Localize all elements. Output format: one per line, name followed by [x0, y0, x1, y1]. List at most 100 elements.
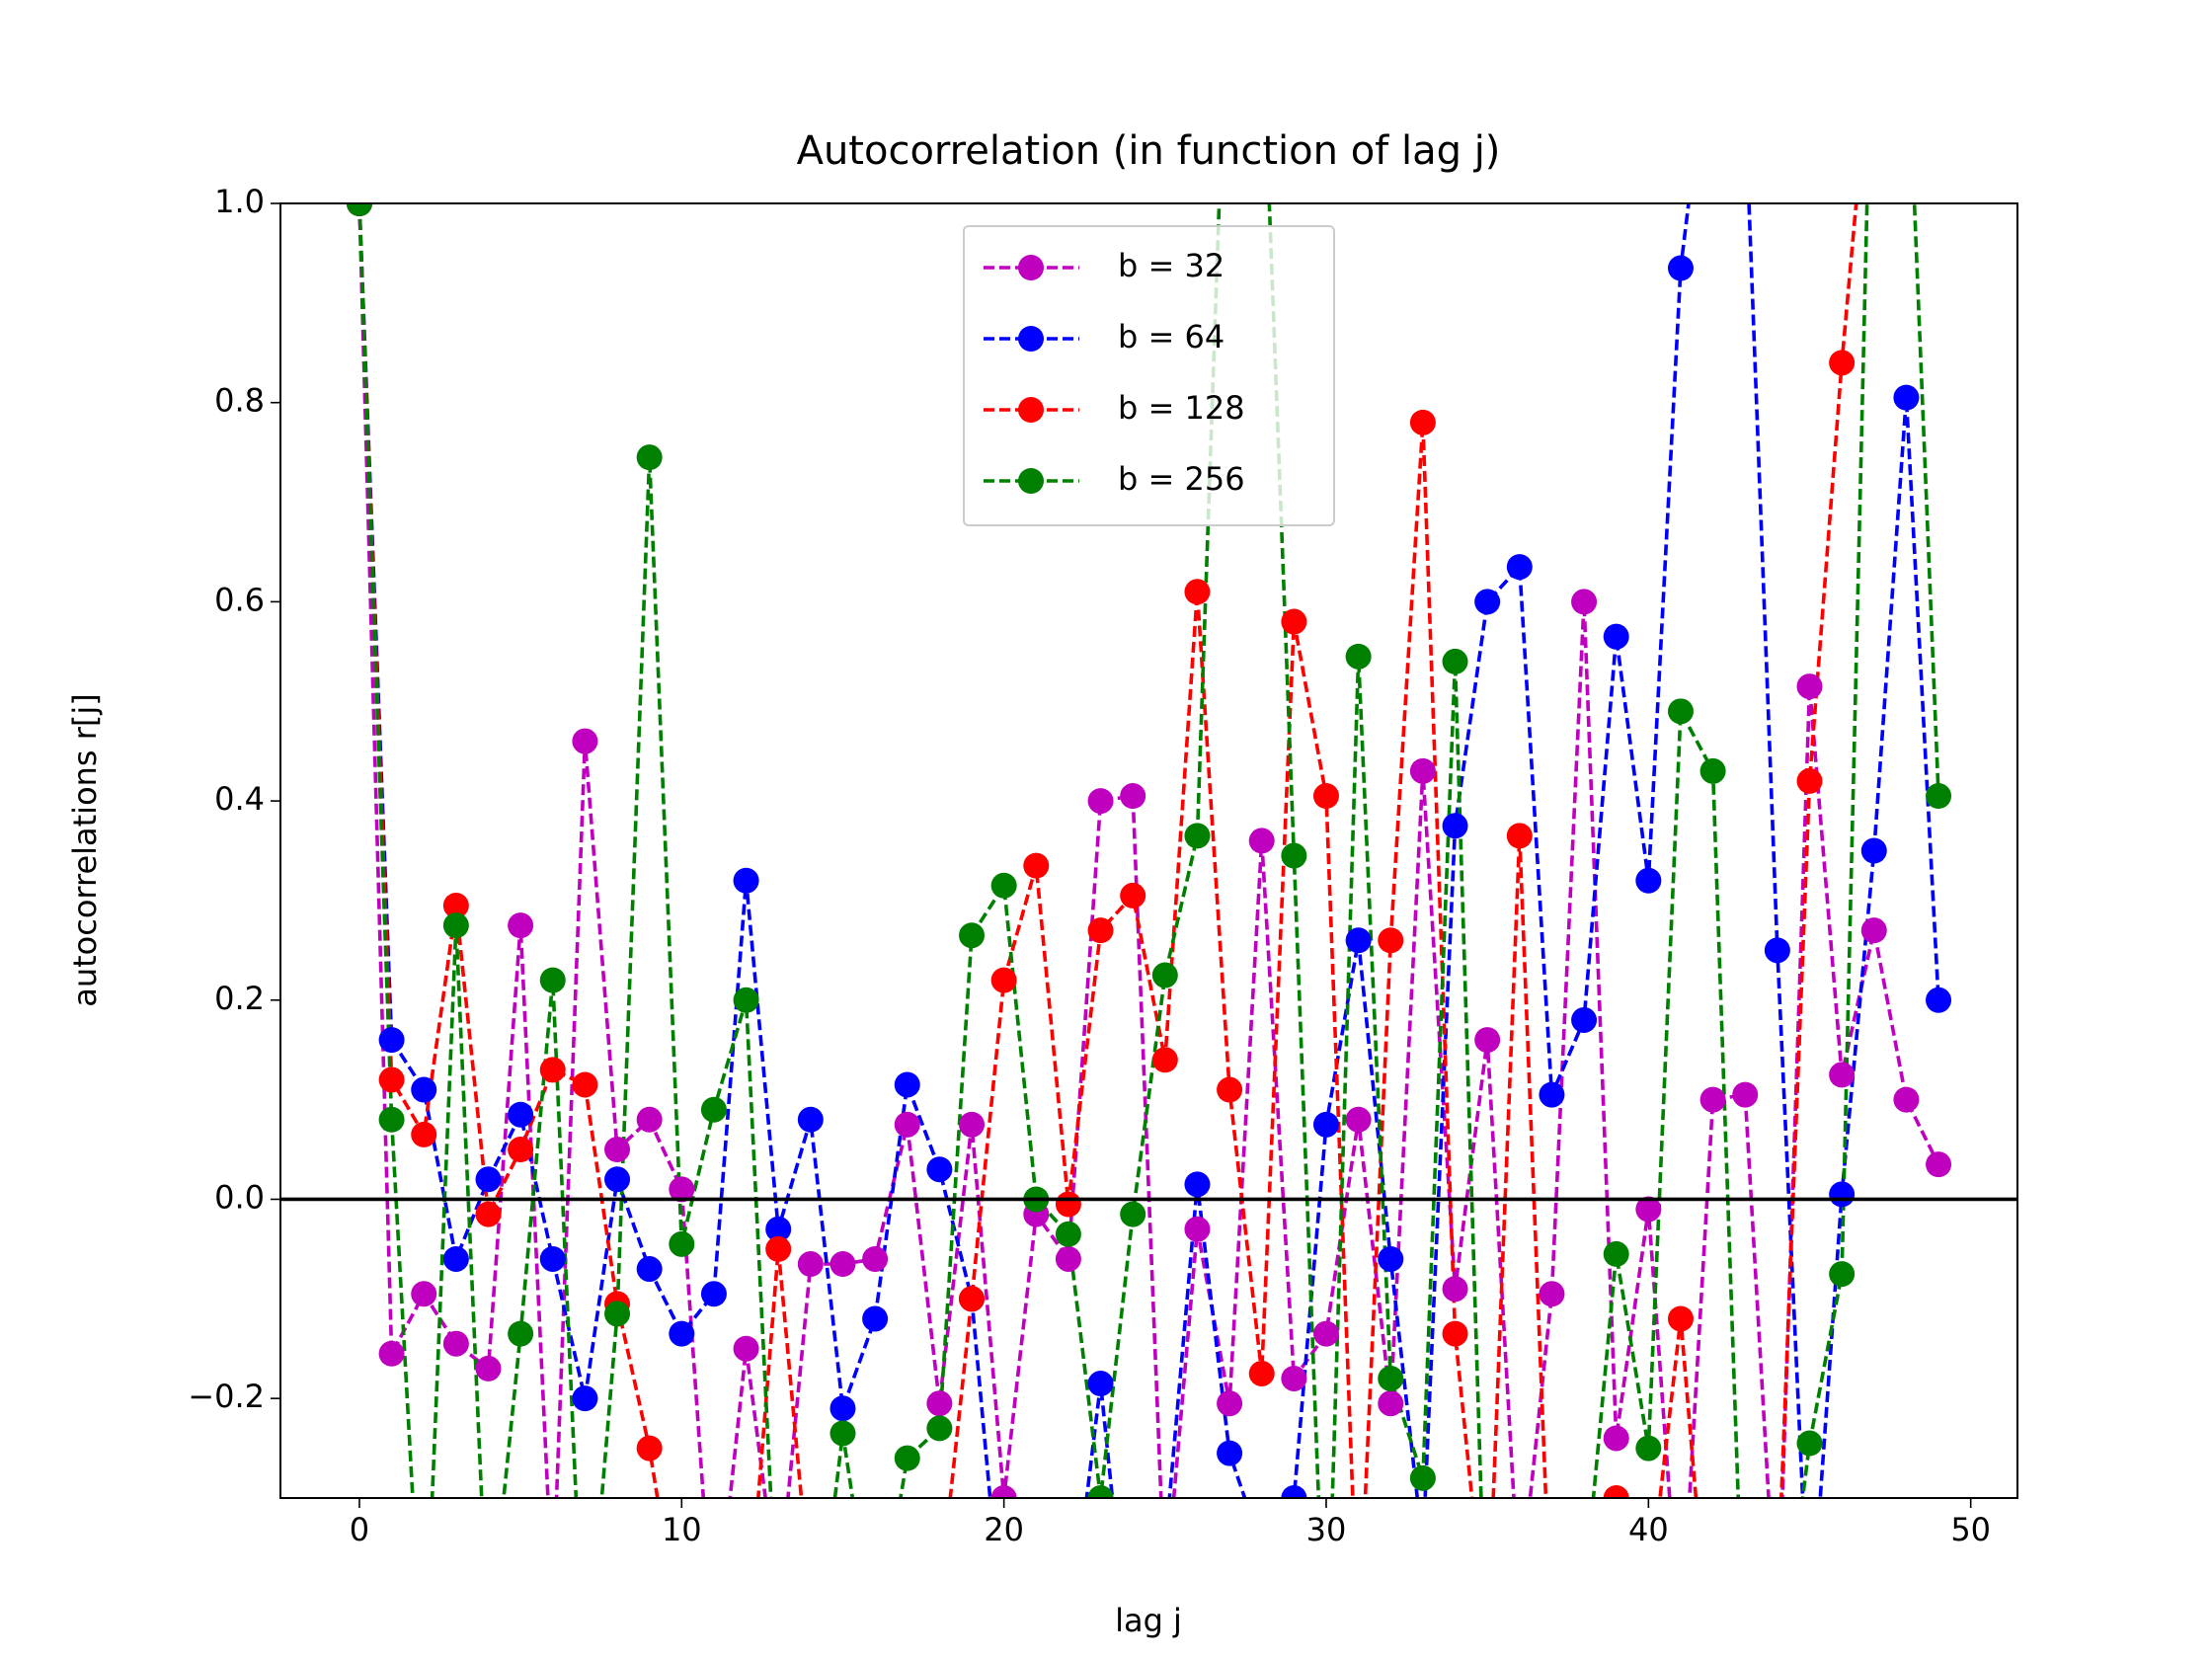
- y-tick-label: 1.0: [214, 183, 265, 220]
- legend-box: [963, 225, 1335, 526]
- data-point: [1217, 1076, 1243, 1103]
- legend-marker: [1018, 255, 1044, 280]
- data-point: [1248, 828, 1275, 854]
- data-point: [1087, 1485, 1114, 1498]
- legend-label: b = 64: [1118, 318, 1224, 356]
- data-point: [1378, 1245, 1404, 1272]
- data-point: [1055, 1221, 1081, 1247]
- data-point: [1699, 1086, 1726, 1113]
- legend: b = 32 b = 64 b = 128 b = 256: [963, 225, 1335, 526]
- data-point: [1860, 917, 1887, 944]
- data-point: [669, 1230, 695, 1257]
- data-point: [1312, 1111, 1339, 1138]
- data-point: [1087, 917, 1114, 944]
- data-point: [1699, 757, 1726, 784]
- data-point: [830, 1395, 856, 1422]
- data-point: [1926, 1151, 1952, 1178]
- data-point: [733, 867, 759, 894]
- data-point: [1281, 1485, 1307, 1498]
- plot-frame: [279, 202, 2018, 1499]
- data-point: [1796, 767, 1823, 794]
- data-point: [1217, 1440, 1243, 1466]
- data-point: [636, 1106, 663, 1133]
- data-point: [1281, 608, 1307, 635]
- data-point: [508, 1101, 534, 1128]
- data-point: [411, 1076, 437, 1103]
- data-point: [733, 987, 759, 1013]
- data-point: [1055, 1191, 1081, 1218]
- data-point: [926, 1390, 953, 1417]
- data-point: [862, 1245, 889, 1272]
- data-point: [539, 1245, 566, 1272]
- data-point: [1345, 1106, 1372, 1133]
- data-point: [1345, 927, 1372, 954]
- data-point: [1603, 623, 1629, 650]
- data-point: [1474, 589, 1501, 615]
- data-point: [1893, 384, 1920, 411]
- y-tick-label: 0.2: [214, 980, 265, 1017]
- data-point: [411, 1281, 437, 1307]
- data-point: [959, 1111, 986, 1138]
- x-tick-label: 30: [1306, 1511, 1347, 1548]
- data-point: [926, 1415, 953, 1442]
- data-point: [669, 1176, 695, 1203]
- legend-label: b = 32: [1118, 247, 1224, 284]
- data-point: [1926, 987, 1952, 1013]
- data-point: [1796, 1430, 1823, 1457]
- y-axis-label: autocorrelations r[j]: [66, 693, 104, 1007]
- data-point: [636, 1435, 663, 1462]
- data-point: [1378, 1390, 1404, 1417]
- data-point: [700, 1281, 727, 1307]
- data-point: [1184, 823, 1211, 849]
- data-point: [1442, 648, 1468, 674]
- data-point: [1409, 757, 1436, 784]
- data-point: [1442, 1320, 1468, 1347]
- x-axis-label: lag j: [1115, 1602, 1182, 1639]
- data-point: [1926, 783, 1952, 810]
- data-point: [1184, 1171, 1211, 1198]
- legend-label: b = 256: [1118, 460, 1245, 498]
- data-point: [378, 1027, 405, 1054]
- data-point: [959, 1286, 986, 1312]
- data-point: [959, 922, 986, 949]
- legend-label: b = 128: [1118, 389, 1245, 427]
- x-tick-label: 10: [662, 1511, 702, 1548]
- data-point: [1409, 409, 1436, 435]
- data-point: [442, 1330, 469, 1357]
- axes: 0 10 20 30 40 50−0.20.00.20.40.60.81.0b = 32b…: [188, 183, 2018, 1548]
- data-point: [1312, 1320, 1339, 1347]
- data-point: [1184, 579, 1211, 605]
- y-tick-label: 0.8: [214, 382, 265, 420]
- data-point: [797, 1106, 824, 1133]
- data-point: [1281, 842, 1307, 869]
- data-point: [378, 1340, 405, 1367]
- legend-marker: [1018, 397, 1044, 423]
- data-point: [990, 967, 1017, 993]
- data-point: [1796, 673, 1823, 700]
- data-point: [1732, 1081, 1759, 1108]
- data-point: [411, 1121, 437, 1147]
- y-tick-label: 0.4: [214, 780, 265, 818]
- data-point: [1120, 882, 1146, 908]
- data-point: [1635, 1435, 1662, 1462]
- data-point: [1312, 783, 1339, 810]
- data-point: [1603, 1485, 1629, 1498]
- y-tick-label: 0.0: [214, 1178, 265, 1216]
- data-point: [572, 1385, 598, 1412]
- data-point: [1571, 1006, 1598, 1033]
- data-point: [1667, 255, 1694, 281]
- data-point: [1248, 1360, 1275, 1386]
- data-point: [572, 728, 598, 754]
- data-point: [894, 1111, 920, 1138]
- data-point: [604, 1137, 631, 1163]
- data-point: [990, 1485, 1017, 1498]
- y-tick-label: −0.2: [188, 1378, 265, 1415]
- data-point: [765, 1216, 792, 1242]
- x-tick-label: 50: [1950, 1511, 1991, 1548]
- data-point: [1571, 589, 1598, 615]
- data-point: [346, 203, 372, 216]
- data-point: [1635, 1196, 1662, 1223]
- chart-title: Autocorrelation (in function of lag j): [797, 128, 1501, 174]
- data-point: [1506, 823, 1533, 849]
